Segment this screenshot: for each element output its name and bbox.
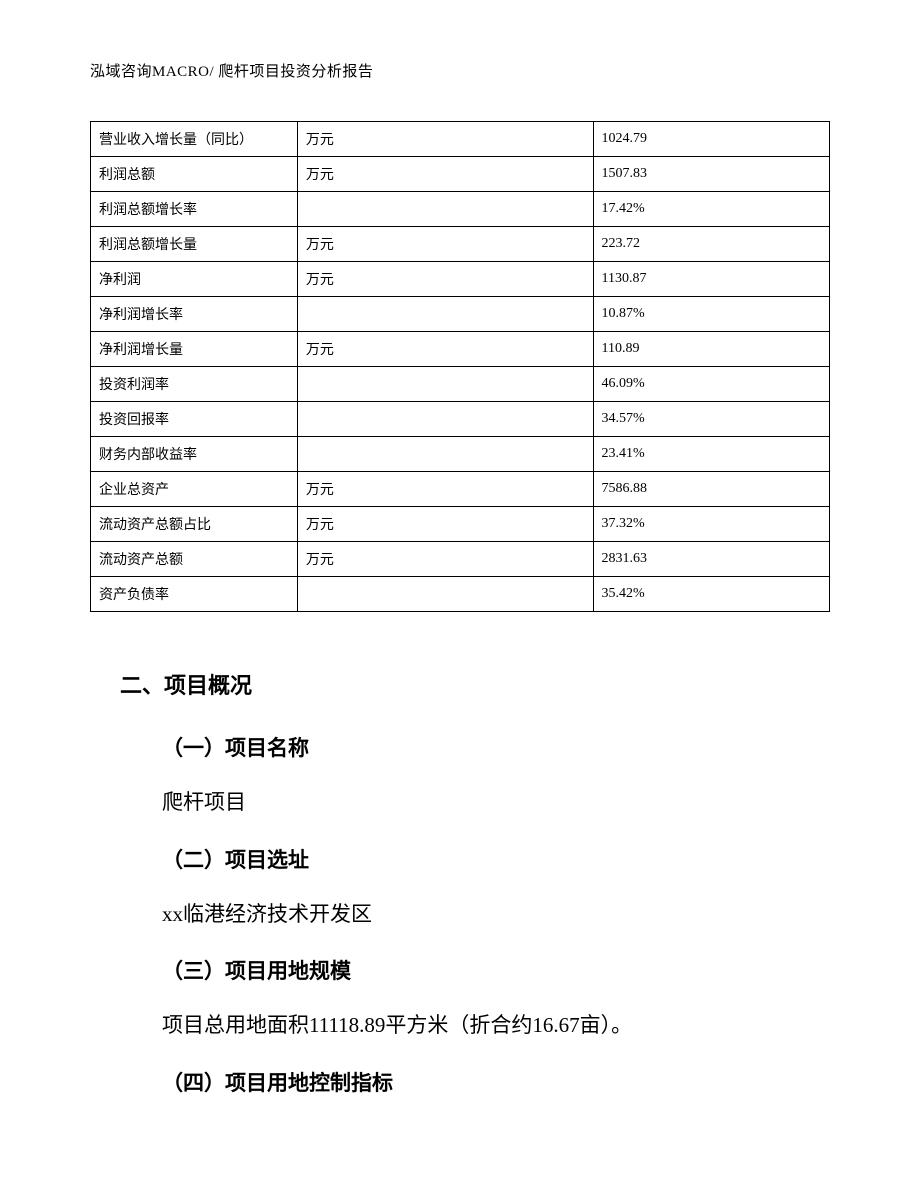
financial-table: 营业收入增长量（同比）万元1024.79 利润总额万元1507.83 利润总额增… bbox=[90, 121, 830, 612]
cell-value: 46.09% bbox=[593, 367, 830, 402]
cell-value: 10.87% bbox=[593, 297, 830, 332]
subsection-1-text: 爬杆项目 bbox=[120, 786, 800, 820]
cell-label: 资产负债率 bbox=[91, 577, 298, 612]
cell-value: 223.72 bbox=[593, 227, 830, 262]
table-row: 流动资产总额占比万元37.32% bbox=[91, 507, 830, 542]
cell-label: 净利润增长率 bbox=[91, 297, 298, 332]
cell-value: 110.89 bbox=[593, 332, 830, 367]
cell-unit bbox=[297, 192, 593, 227]
table-row: 流动资产总额万元2831.63 bbox=[91, 542, 830, 577]
table-row: 净利润增长量万元110.89 bbox=[91, 332, 830, 367]
page: 泓域咨询MACRO/ 爬杆项目投资分析报告 营业收入增长量（同比）万元1024.… bbox=[0, 0, 920, 1191]
cell-value: 1024.79 bbox=[593, 122, 830, 157]
cell-unit: 万元 bbox=[297, 227, 593, 262]
cell-unit: 万元 bbox=[297, 542, 593, 577]
cell-value: 7586.88 bbox=[593, 472, 830, 507]
cell-unit: 万元 bbox=[297, 157, 593, 192]
cell-value: 34.57% bbox=[593, 402, 830, 437]
cell-label: 企业总资产 bbox=[91, 472, 298, 507]
cell-label: 财务内部收益率 bbox=[91, 437, 298, 472]
cell-unit bbox=[297, 402, 593, 437]
cell-unit: 万元 bbox=[297, 507, 593, 542]
cell-label: 流动资产总额占比 bbox=[91, 507, 298, 542]
table-row: 投资利润率 46.09% bbox=[91, 367, 830, 402]
cell-label: 流动资产总额 bbox=[91, 542, 298, 577]
cell-value: 17.42% bbox=[593, 192, 830, 227]
cell-label: 利润总额 bbox=[91, 157, 298, 192]
cell-unit bbox=[297, 367, 593, 402]
table-row: 投资回报率 34.57% bbox=[91, 402, 830, 437]
cell-unit bbox=[297, 577, 593, 612]
table-row: 营业收入增长量（同比）万元1024.79 bbox=[91, 122, 830, 157]
section-title: 二、项目概况 bbox=[120, 668, 800, 700]
financial-table-body: 营业收入增长量（同比）万元1024.79 利润总额万元1507.83 利润总额增… bbox=[91, 122, 830, 612]
subsection-1-title: （一）项目名称 bbox=[120, 732, 800, 762]
cell-value: 1507.83 bbox=[593, 157, 830, 192]
cell-label: 净利润增长量 bbox=[91, 332, 298, 367]
content-area: 二、项目概况 （一）项目名称 爬杆项目 （二）项目选址 xx临港经济技术开发区 … bbox=[90, 612, 830, 1097]
cell-label: 营业收入增长量（同比） bbox=[91, 122, 298, 157]
page-header: 泓域咨询MACRO/ 爬杆项目投资分析报告 bbox=[90, 60, 830, 81]
cell-label: 投资利润率 bbox=[91, 367, 298, 402]
cell-unit bbox=[297, 437, 593, 472]
table-row: 财务内部收益率 23.41% bbox=[91, 437, 830, 472]
table-row: 利润总额增长率 17.42% bbox=[91, 192, 830, 227]
cell-unit: 万元 bbox=[297, 332, 593, 367]
cell-unit bbox=[297, 297, 593, 332]
table-row: 净利润增长率 10.87% bbox=[91, 297, 830, 332]
cell-label: 净利润 bbox=[91, 262, 298, 297]
cell-value: 35.42% bbox=[593, 577, 830, 612]
cell-value: 1130.87 bbox=[593, 262, 830, 297]
table-row: 利润总额增长量万元223.72 bbox=[91, 227, 830, 262]
subsection-2-text: xx临港经济技术开发区 bbox=[120, 898, 800, 932]
table-row: 利润总额万元1507.83 bbox=[91, 157, 830, 192]
cell-value: 2831.63 bbox=[593, 542, 830, 577]
subsection-4-title: （四）项目用地控制指标 bbox=[120, 1067, 800, 1097]
table-row: 净利润万元1130.87 bbox=[91, 262, 830, 297]
cell-unit: 万元 bbox=[297, 262, 593, 297]
cell-label: 投资回报率 bbox=[91, 402, 298, 437]
subsection-3-title: （三）项目用地规模 bbox=[120, 955, 800, 985]
cell-label: 利润总额增长率 bbox=[91, 192, 298, 227]
cell-unit: 万元 bbox=[297, 472, 593, 507]
cell-unit: 万元 bbox=[297, 122, 593, 157]
table-row: 资产负债率 35.42% bbox=[91, 577, 830, 612]
cell-label: 利润总额增长量 bbox=[91, 227, 298, 262]
subsection-2-title: （二）项目选址 bbox=[120, 844, 800, 874]
subsection-3-text: 项目总用地面积11118.89平方米（折合约16.67亩）。 bbox=[120, 1009, 800, 1043]
cell-value: 37.32% bbox=[593, 507, 830, 542]
table-row: 企业总资产万元7586.88 bbox=[91, 472, 830, 507]
cell-value: 23.41% bbox=[593, 437, 830, 472]
